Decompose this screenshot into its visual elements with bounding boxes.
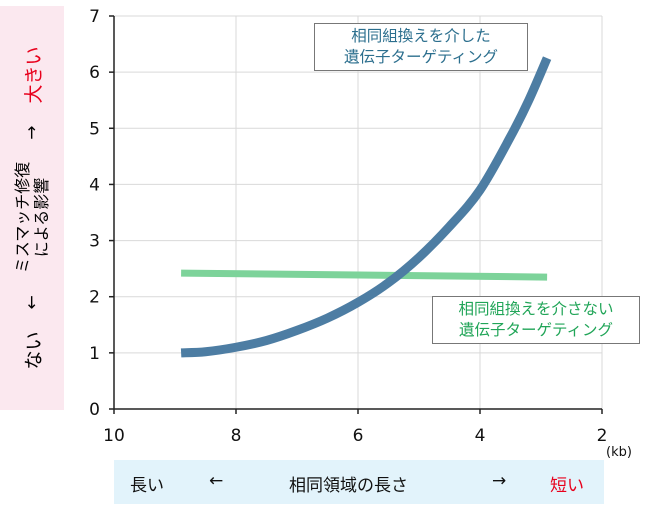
x-label-arrow-left: ← — [209, 471, 224, 491]
y-tick-label: 3 — [89, 232, 100, 252]
callout-without-recombination: 相同組換えを介さない 遺伝子ターゲティング — [432, 296, 640, 344]
x-unit-label: (kb) — [606, 445, 632, 460]
x-tick-label: 10 — [103, 426, 125, 446]
y-tick-label: 0 — [89, 400, 100, 420]
y-tick-label: 6 — [89, 63, 100, 83]
y-tick-label: 4 — [89, 175, 100, 195]
callout-without-line1: 相同組換えを介さない — [458, 300, 614, 318]
callout-with-line1: 相同組換えを介した — [351, 27, 491, 45]
y-tick-label: 5 — [89, 119, 100, 139]
x-label-center: 相同領域の長さ — [289, 476, 408, 496]
callout-without-line2: 遺伝子ターゲティング — [458, 321, 614, 339]
x-label-right: 短い — [550, 476, 584, 496]
callout-with-recombination: 相同組換えを介した 遺伝子ターゲティング — [314, 23, 528, 71]
y-tick-label: 1 — [89, 344, 100, 364]
x-tick-label: 8 — [231, 426, 242, 446]
y-tick-label: 7 — [89, 7, 100, 27]
y-axis-label-box: ない ← ミスマッチ修復 による影響 → 大きい — [0, 6, 64, 410]
x-label-arrow-right: → — [492, 471, 507, 491]
x-tick-label: 2 — [597, 426, 608, 446]
x-axis-label-box: 長い ← 相同領域の長さ → 短い — [114, 460, 604, 504]
callout-with-line2: 遺伝子ターゲティング — [343, 48, 499, 66]
x-label-left: 長い — [130, 476, 164, 496]
x-tick-label: 4 — [475, 426, 486, 446]
axes — [109, 15, 603, 414]
tick-labels: 0 1 2 3 4 5 6 7 10 8 6 4 2 — [89, 7, 607, 446]
x-tick-label: 6 — [353, 426, 364, 446]
series-line-with-recombination — [180, 56, 552, 358]
series-line-without-recombination — [181, 269, 548, 281]
series-layer — [180, 56, 552, 358]
y-tick-label: 2 — [89, 288, 100, 308]
